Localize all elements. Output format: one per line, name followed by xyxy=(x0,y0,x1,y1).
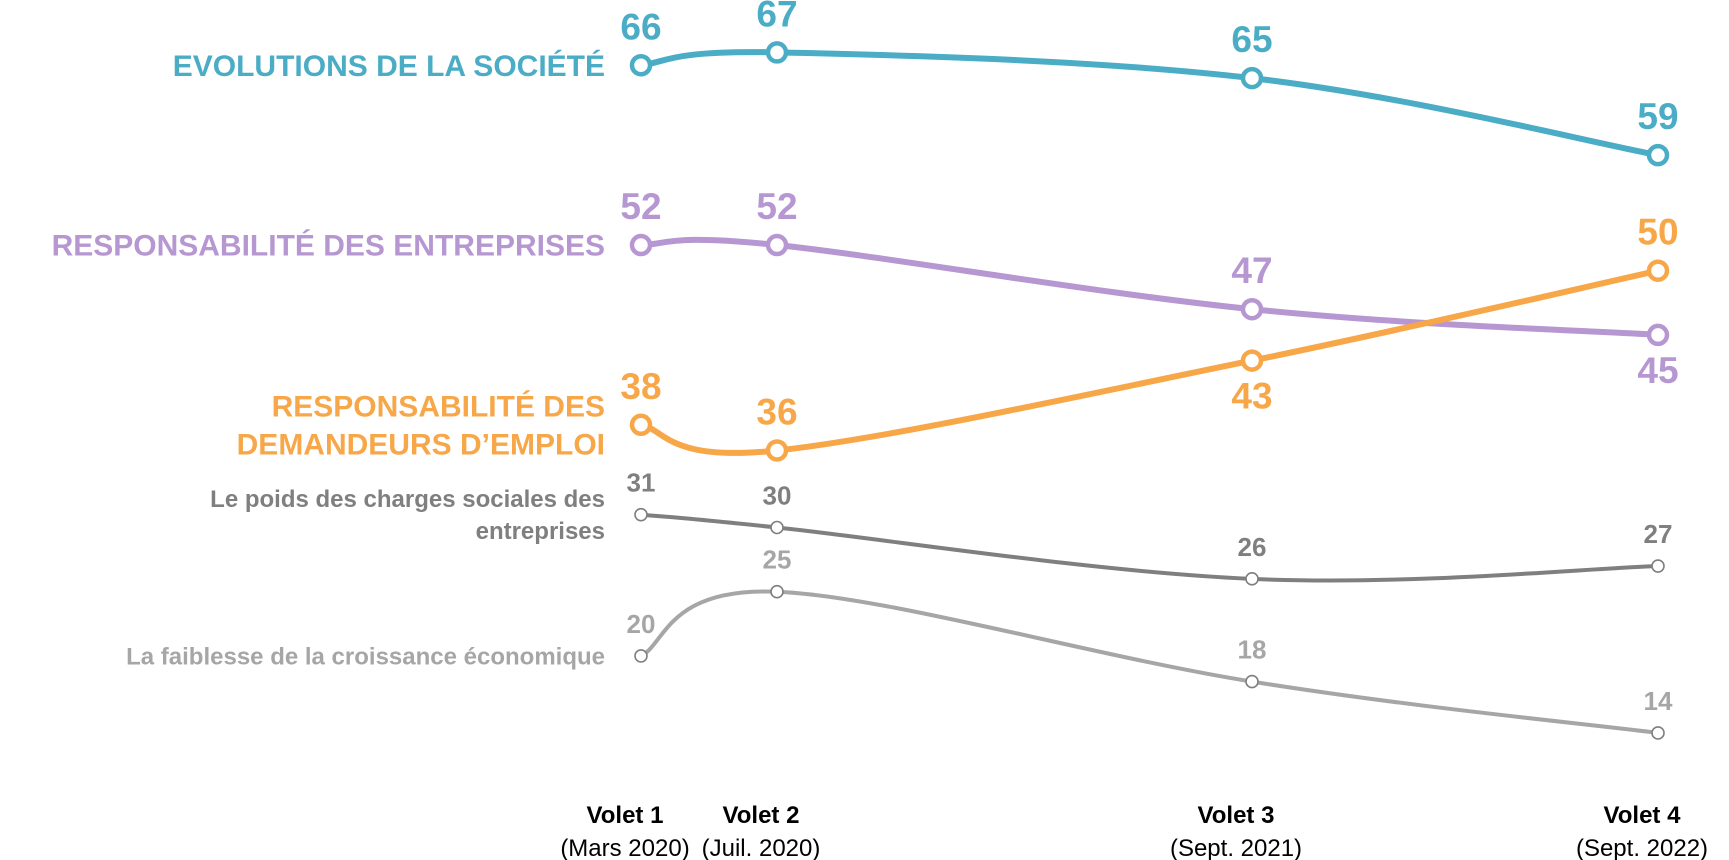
data-point-marker xyxy=(771,586,783,598)
data-label: 26 xyxy=(1238,532,1267,562)
x-tick-sublabel: (Sept. 2022) xyxy=(1576,835,1708,860)
data-point-marker xyxy=(1243,352,1261,370)
data-point-marker xyxy=(632,236,650,254)
series-label-line: RESPONSABILITÉ DES ENTREPRISES xyxy=(52,229,605,263)
data-label: 50 xyxy=(1637,212,1678,253)
x-tick-label: Volet 1 xyxy=(587,802,664,829)
data-label: 59 xyxy=(1637,96,1678,137)
data-label: 52 xyxy=(756,186,797,227)
series-label: EVOLUTIONS DE LA SOCIÉTÉ xyxy=(173,49,605,83)
data-label: 36 xyxy=(756,391,797,432)
data-point-marker xyxy=(632,416,650,434)
series-label-line: DEMANDEURS D’EMPLOI xyxy=(237,428,605,461)
series-1: 66 67 65 59 EVOLUTIONS DE LA SOCIÉTÉ xyxy=(173,0,1679,164)
series-5: 20 25 18 14 La faiblesse de la croissance éc… xyxy=(126,545,1673,739)
series-label: La faiblesse de la croissance économique xyxy=(126,643,605,670)
data-point-marker xyxy=(635,650,647,662)
data-label: 31 xyxy=(627,468,656,498)
x-tick-label: Volet 3 xyxy=(1198,802,1275,829)
series-label: RESPONSABILITÉ DES DEMANDEURS D’EMPLOI xyxy=(237,389,605,461)
data-point-marker xyxy=(1649,146,1667,164)
series-label: Le poids des charges sociales des entrepr… xyxy=(210,486,605,545)
data-label: 20 xyxy=(627,609,656,639)
series-4: 31 30 26 27 Le poids des charges sociales de… xyxy=(210,468,1672,585)
series-label-line: RESPONSABILITÉ DES xyxy=(272,389,605,423)
data-point-marker xyxy=(768,441,786,459)
data-point-marker xyxy=(1243,300,1261,318)
series-line xyxy=(641,52,1658,155)
data-label: 45 xyxy=(1637,350,1678,391)
x-tick-label: Volet 2 xyxy=(723,802,800,829)
data-point-marker xyxy=(632,56,650,74)
data-label: 67 xyxy=(756,0,797,34)
data-label: 25 xyxy=(763,545,792,575)
data-label: 14 xyxy=(1644,686,1673,716)
series-label-line: Le poids des charges sociales des xyxy=(210,486,605,513)
series-line xyxy=(641,591,1658,732)
data-point-marker xyxy=(1649,262,1667,280)
x-tick-sublabel: (Sept. 2021) xyxy=(1170,835,1302,860)
data-point-marker xyxy=(1246,573,1258,585)
data-label: 52 xyxy=(620,186,661,227)
x-tick-sublabel: (Mars 2020) xyxy=(560,835,689,860)
x-tick-label: Volet 4 xyxy=(1604,802,1682,829)
x-axis: Volet 1 (Mars 2020) Volet 2 (Juil. 2020) Vol… xyxy=(560,802,1708,860)
data-label: 38 xyxy=(620,366,661,407)
series-label-line: entreprises xyxy=(476,518,605,545)
data-point-marker xyxy=(771,522,783,534)
data-point-marker xyxy=(635,509,647,521)
data-label: 30 xyxy=(763,481,792,511)
series-2: 52 52 47 45 RESPONSABILITÉ DES ENTREPRISES xyxy=(52,186,1679,391)
data-point-marker xyxy=(1246,676,1258,688)
series-line xyxy=(641,515,1658,581)
series-label-line: La faiblesse de la croissance économique xyxy=(126,643,605,670)
data-point-marker xyxy=(1652,727,1664,739)
data-label: 47 xyxy=(1231,250,1272,291)
series-label-line: EVOLUTIONS DE LA SOCIÉTÉ xyxy=(173,49,605,83)
data-label: 65 xyxy=(1231,19,1272,60)
x-tick-sublabel: (Juil. 2020) xyxy=(702,835,821,860)
data-point-marker xyxy=(1652,560,1664,572)
series-line xyxy=(641,240,1658,335)
data-label: 66 xyxy=(620,6,661,47)
data-label: 27 xyxy=(1644,519,1673,549)
data-label: 18 xyxy=(1238,635,1267,665)
data-label: 43 xyxy=(1231,376,1272,417)
series-label: RESPONSABILITÉ DES ENTREPRISES xyxy=(52,229,605,263)
data-point-marker xyxy=(1243,69,1261,87)
data-point-marker xyxy=(1649,326,1667,344)
data-point-marker xyxy=(768,236,786,254)
data-point-marker xyxy=(768,43,786,61)
